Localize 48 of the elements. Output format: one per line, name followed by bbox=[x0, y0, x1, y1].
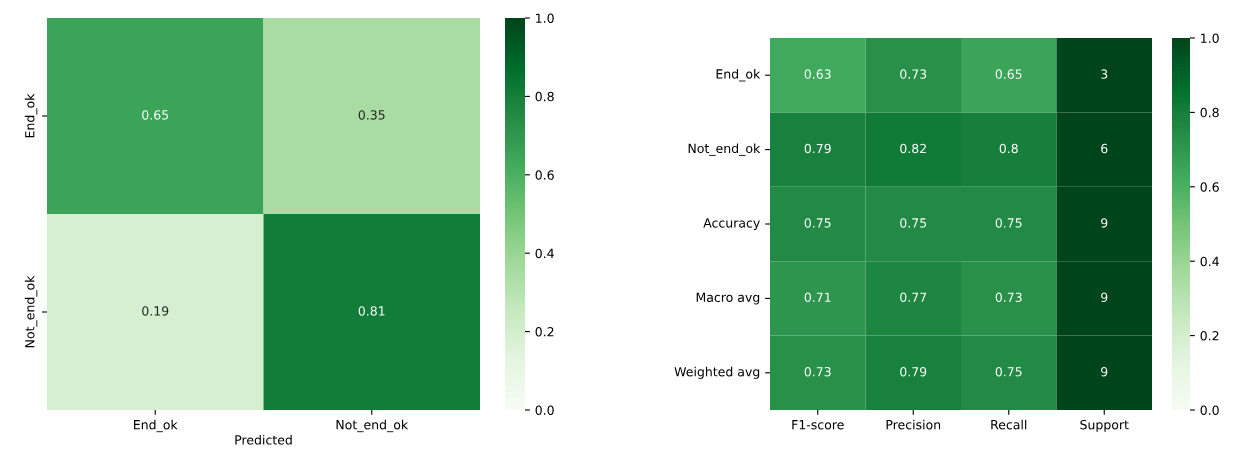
data-label: 0.73 bbox=[995, 292, 1022, 303]
data-label: 0.75 bbox=[995, 366, 1022, 377]
data-label: 0.65 bbox=[995, 69, 1022, 79]
data-label: 0.77 bbox=[900, 292, 927, 303]
data-label: 0.35 bbox=[358, 110, 385, 120]
x-tick-label: Not_end_ok bbox=[336, 419, 409, 433]
x-tick-label: Recall bbox=[991, 419, 1027, 430]
y-tick-label: End_ok bbox=[716, 68, 761, 82]
y-tick-label: Macro avg bbox=[696, 292, 760, 305]
color-bar-label: 0.4 bbox=[535, 248, 554, 259]
color-bar-label: 0.4 bbox=[1200, 256, 1219, 267]
data-label: 0.65 bbox=[142, 110, 169, 120]
color-bar-label: 0.6 bbox=[535, 170, 554, 180]
y-tick-label: Not_end_ok bbox=[688, 143, 761, 156]
data-label: 0.8 bbox=[999, 143, 1018, 154]
data-label: 0.71 bbox=[804, 292, 831, 303]
y-tick-label: Weighted avg bbox=[674, 366, 760, 379]
data-label: 0.79 bbox=[804, 143, 831, 154]
data-label: 0.73 bbox=[804, 366, 831, 377]
x-tick-label: F1-score bbox=[792, 420, 844, 430]
color-bar-label: 0.8 bbox=[535, 91, 554, 102]
data-label: 3 bbox=[1101, 69, 1108, 79]
data-label: 0.63 bbox=[804, 69, 831, 79]
data-label: 0.73 bbox=[900, 69, 927, 79]
x-tick-label: End_ok bbox=[134, 419, 178, 433]
data-label: 0.19 bbox=[142, 306, 169, 316]
color-bar-label: 0.0 bbox=[1200, 405, 1219, 415]
color-bar-label: 1.0 bbox=[536, 13, 554, 23]
color-bar-label: 0.6 bbox=[1200, 182, 1219, 192]
x-tick-label: Support bbox=[1080, 419, 1129, 432]
data-label: 0.75 bbox=[804, 218, 831, 228]
color-bar-label: 0.0 bbox=[535, 405, 554, 415]
data-label: 0.81 bbox=[358, 306, 385, 316]
color-bar-label: 0.8 bbox=[1200, 107, 1219, 118]
data-label: 9 bbox=[1101, 366, 1108, 377]
x-tick-label: Precision bbox=[886, 419, 941, 430]
color-bar-label: 0.2 bbox=[1200, 331, 1219, 341]
data-label: 0.82 bbox=[900, 143, 926, 154]
y-tick-label: Accuracy bbox=[703, 218, 760, 231]
data-label: 0.75 bbox=[900, 218, 927, 228]
x-axis-title: Predicted bbox=[235, 434, 292, 445]
color-bar-label: 0.2 bbox=[535, 327, 554, 337]
data-label: 0.75 bbox=[995, 218, 1022, 228]
color-bar-label: 1.0 bbox=[1201, 33, 1219, 43]
data-label: 9 bbox=[1101, 292, 1108, 303]
data-label: 6 bbox=[1101, 143, 1108, 154]
data-label: 9 bbox=[1101, 218, 1108, 228]
data-label: 0.79 bbox=[900, 366, 927, 377]
